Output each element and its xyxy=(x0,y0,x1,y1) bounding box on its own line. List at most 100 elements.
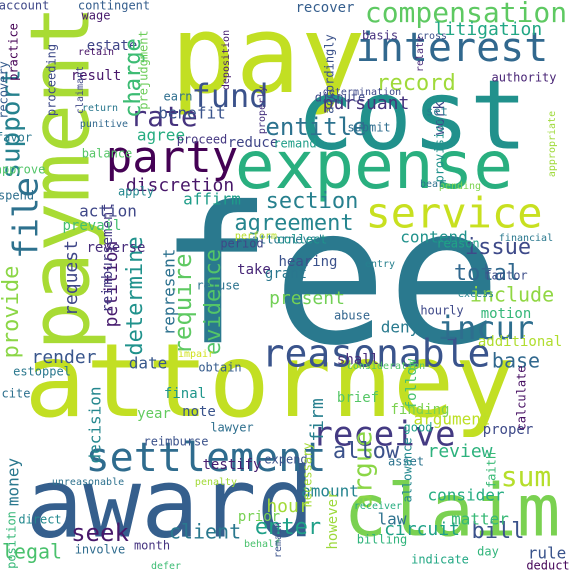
word-reverse: reverse xyxy=(86,240,145,256)
word-brief: brief xyxy=(337,390,379,406)
word-total: total xyxy=(454,261,520,286)
word-cost: cost xyxy=(296,59,527,171)
word-date: date xyxy=(129,354,168,373)
word-proceeding: proceeding xyxy=(45,44,59,116)
word-attorney: attorney xyxy=(24,322,515,441)
word-rule: rule xyxy=(528,544,567,563)
word-rate: rate xyxy=(130,100,197,133)
word-charge: charge xyxy=(121,38,146,117)
word-pay: pay xyxy=(170,0,365,118)
word-recovery: recovery xyxy=(0,61,11,119)
word-cite: cite xyxy=(2,387,31,401)
word-charge: charge xyxy=(121,38,146,117)
word-estate: estate xyxy=(87,38,138,54)
word-include: include xyxy=(470,283,554,307)
word-render: render xyxy=(31,347,96,368)
word-hourly: hourly xyxy=(420,304,463,318)
word-determination: determination xyxy=(323,87,401,98)
word-set: set xyxy=(426,105,448,119)
word-wage: wage xyxy=(82,9,111,23)
word-excess: excess xyxy=(458,289,494,300)
word-agree: agree xyxy=(137,126,185,145)
word-payment: payment xyxy=(13,5,108,351)
word-amount: amount xyxy=(301,482,359,501)
word-work: work xyxy=(432,101,448,135)
word-submit: submit xyxy=(347,121,390,135)
word-obtain: obtain xyxy=(198,361,241,375)
word-firm: firm xyxy=(307,398,328,441)
word-pursuant: pursuant xyxy=(323,93,410,114)
word-fee: fee xyxy=(158,166,501,387)
word-appropriate: appropriate xyxy=(547,111,558,177)
word-claimant: claimant xyxy=(75,66,86,114)
word-law: law xyxy=(378,510,407,529)
word-indicate: indicate xyxy=(411,553,469,567)
word-behalf: behalf xyxy=(244,539,280,550)
word-issue: issue xyxy=(465,235,531,260)
word-incur: incur xyxy=(438,309,534,347)
word-bill: bill xyxy=(472,519,525,544)
word-review: review xyxy=(427,441,492,462)
word-proper: proper xyxy=(483,422,534,438)
word-billing: billing xyxy=(357,533,408,547)
word-cross: cross xyxy=(417,31,447,42)
word-position: position xyxy=(5,511,19,569)
word-testify: testify xyxy=(202,457,261,473)
word-fund: fund xyxy=(191,77,268,115)
word-refuse: refuse xyxy=(196,279,239,293)
word-argue: argue xyxy=(349,431,379,509)
word-balance: balance xyxy=(82,147,133,161)
word-additional: additional xyxy=(478,334,562,350)
word-finding: finding xyxy=(390,402,449,418)
word-unreasonable: unreasonable xyxy=(52,477,124,488)
word-direct: direct xyxy=(18,513,61,527)
word-earn: earn xyxy=(164,90,193,104)
word-motion: motion xyxy=(481,306,532,322)
word-prevail: prevail xyxy=(62,218,121,234)
word-accordingly: accordingly xyxy=(323,34,337,113)
word-consideration: consideration xyxy=(347,361,425,372)
word-month: month xyxy=(134,539,170,553)
word-estoppel: estoppel xyxy=(13,365,71,379)
word-determine: determine xyxy=(123,236,148,355)
word-shall: shall xyxy=(337,352,379,368)
word-hearing: hearing xyxy=(278,254,337,270)
word-allow: allow xyxy=(333,439,400,464)
word-circuit: circuit xyxy=(384,519,460,540)
word-record: record xyxy=(376,71,455,96)
word-petition: petition xyxy=(101,241,122,328)
word-evidence: evidence xyxy=(201,249,226,355)
word-final: final xyxy=(164,386,206,402)
word-relate: relate xyxy=(415,36,426,72)
word-consider: consider xyxy=(427,486,504,505)
word-affirm: affirm xyxy=(183,190,241,209)
word-remain: remain xyxy=(273,522,284,558)
word-provision: provision xyxy=(433,117,447,182)
word-hour: hour xyxy=(266,496,310,517)
word-recover: recover xyxy=(295,0,354,16)
word-expend: expend xyxy=(264,453,307,467)
word-allowance: allowance xyxy=(401,437,415,502)
word-practice: practice xyxy=(7,23,21,81)
word-expense: expense xyxy=(235,127,513,204)
word-receive: receive xyxy=(312,415,455,455)
word-award: award xyxy=(26,447,315,559)
word-properly: properly xyxy=(257,86,268,134)
word-reasonable: reasonable xyxy=(262,332,491,376)
word-calculate: calculate xyxy=(515,365,529,430)
word-reimbursement: reimbursement xyxy=(100,203,116,313)
word-reimburse: reimburse xyxy=(143,435,208,449)
word-apply: apply xyxy=(118,185,154,199)
word-base: base xyxy=(492,349,540,373)
word-period: period xyxy=(220,237,263,251)
word-support: support xyxy=(0,69,27,179)
word-take: take xyxy=(237,262,271,278)
word-reduce: reduce xyxy=(228,135,279,151)
word-financial: financial xyxy=(499,233,553,244)
word-punitive: punitive xyxy=(80,119,128,130)
word-entry: entry xyxy=(365,259,395,270)
word-remand: remand xyxy=(273,137,316,151)
word-return: return xyxy=(82,103,118,114)
word-spend: spend xyxy=(0,189,34,203)
